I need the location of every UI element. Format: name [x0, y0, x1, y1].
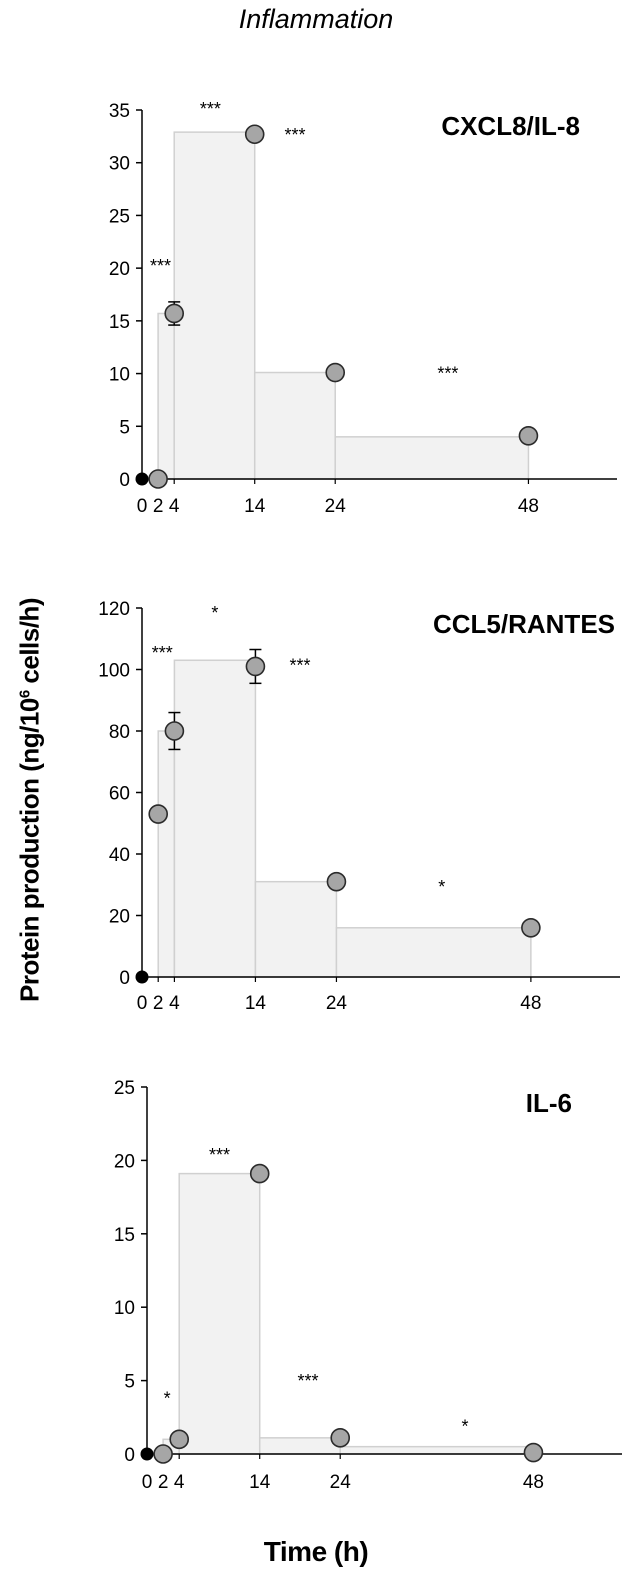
data-point-3 — [245, 656, 266, 677]
data-point-5 — [523, 1442, 544, 1463]
interval-bar-2 — [254, 880, 338, 978]
data-point-4 — [325, 362, 346, 383]
interval-bar-0 — [157, 312, 175, 480]
x-tick-label-0: 0 — [137, 993, 148, 1014]
x-tick-label-3: 14 — [244, 496, 266, 517]
data-point-4 — [330, 1428, 351, 1448]
y-tick-label-4: 20 — [114, 1151, 135, 1172]
origin-point — [135, 970, 149, 984]
x-tick-label-5: 48 — [523, 1472, 544, 1493]
significance-label-2: *** — [298, 1371, 319, 1391]
y-tick-label-2: 10 — [109, 365, 130, 386]
x-tick-label-2: 4 — [169, 993, 180, 1014]
x-axis-label: Time (h) — [263, 1536, 369, 1567]
significance-label-3: *** — [437, 363, 458, 383]
interval-bar-1 — [173, 659, 257, 978]
y-tick-label-2: 40 — [109, 845, 130, 866]
y-tick-label-3: 15 — [109, 312, 130, 333]
y-tick-label-6: 120 — [98, 599, 130, 620]
data-point-5 — [518, 425, 539, 446]
data-point-1 — [148, 804, 169, 824]
panel-title: IL-6 — [526, 1088, 572, 1118]
x-tick-label-3: 14 — [245, 993, 267, 1014]
significance-label-1: *** — [209, 1145, 230, 1165]
interval-bar-2 — [258, 1437, 341, 1455]
interval-bar-1 — [178, 1172, 261, 1455]
figure-title: Inflammation — [238, 4, 394, 34]
y-tick-label-3: 60 — [109, 784, 130, 805]
panel-title: CXCL8/IL-8 — [441, 111, 580, 141]
x-tick-label-1: 2 — [153, 496, 164, 517]
x-tick-label-0: 0 — [137, 496, 148, 517]
significance-label-2: *** — [289, 655, 310, 675]
x-tick-label-4: 24 — [326, 993, 348, 1014]
data-point-4 — [326, 871, 347, 892]
y-tick-label-5: 25 — [109, 206, 130, 227]
y-tick-label-4: 20 — [109, 259, 130, 280]
significance-label-0: *** — [152, 643, 173, 663]
y-tick-label-0: 0 — [119, 470, 130, 491]
panel-title: CCL5/RANTES — [433, 609, 615, 639]
x-tick-label-4: 24 — [330, 1472, 352, 1493]
y-tick-label-4: 80 — [109, 722, 130, 743]
interval-bar-2 — [253, 371, 336, 480]
significance-label-2: *** — [284, 125, 305, 145]
x-tick-label-5: 48 — [518, 496, 539, 517]
y-tick-label-5: 25 — [114, 1078, 135, 1099]
data-point-3 — [249, 1163, 270, 1184]
significance-label-3: * — [438, 877, 445, 897]
origin-point — [140, 1447, 154, 1461]
x-tick-label-1: 2 — [153, 993, 164, 1014]
data-point-2 — [169, 1429, 190, 1450]
significance-label-0: *** — [150, 256, 171, 276]
x-tick-label-5: 48 — [520, 993, 541, 1014]
x-tick-label-1: 2 — [158, 1472, 169, 1493]
significance-label-3: * — [462, 1417, 469, 1437]
y-tick-label-1: 5 — [124, 1372, 135, 1393]
y-tick-label-7: 35 — [109, 101, 130, 122]
y-tick-label-0: 0 — [119, 968, 130, 989]
y-tick-label-0: 0 — [124, 1445, 135, 1466]
interval-bar-3 — [335, 927, 532, 978]
x-tick-label-4: 24 — [325, 496, 347, 517]
y-tick-label-1: 5 — [119, 417, 130, 438]
y-tick-label-3: 15 — [114, 1225, 135, 1246]
x-tick-label-0: 0 — [142, 1472, 153, 1493]
origin-point — [135, 472, 149, 486]
data-point-1 — [153, 1444, 173, 1464]
data-point-5 — [521, 917, 541, 938]
x-tick-label-3: 14 — [249, 1472, 271, 1493]
y-tick-label-6: 30 — [109, 154, 130, 175]
data-point-2 — [164, 303, 185, 324]
significance-label-1: *** — [200, 99, 221, 119]
data-point-1 — [148, 469, 168, 489]
y-tick-label-1: 20 — [109, 907, 130, 928]
y-tick-label-5: 100 — [98, 661, 130, 682]
interval-bar-3 — [339, 1445, 535, 1455]
interval-bar-0 — [157, 730, 176, 978]
data-point-2 — [164, 721, 185, 741]
data-point-3 — [244, 124, 265, 145]
significance-label-1: * — [211, 603, 218, 623]
significance-label-0: * — [164, 1389, 171, 1409]
x-tick-label-2: 4 — [169, 496, 180, 517]
y-tick-label-2: 10 — [114, 1298, 135, 1319]
x-tick-label-2: 4 — [174, 1472, 185, 1493]
interval-bar-3 — [334, 436, 530, 480]
interval-bar-1 — [173, 131, 256, 480]
